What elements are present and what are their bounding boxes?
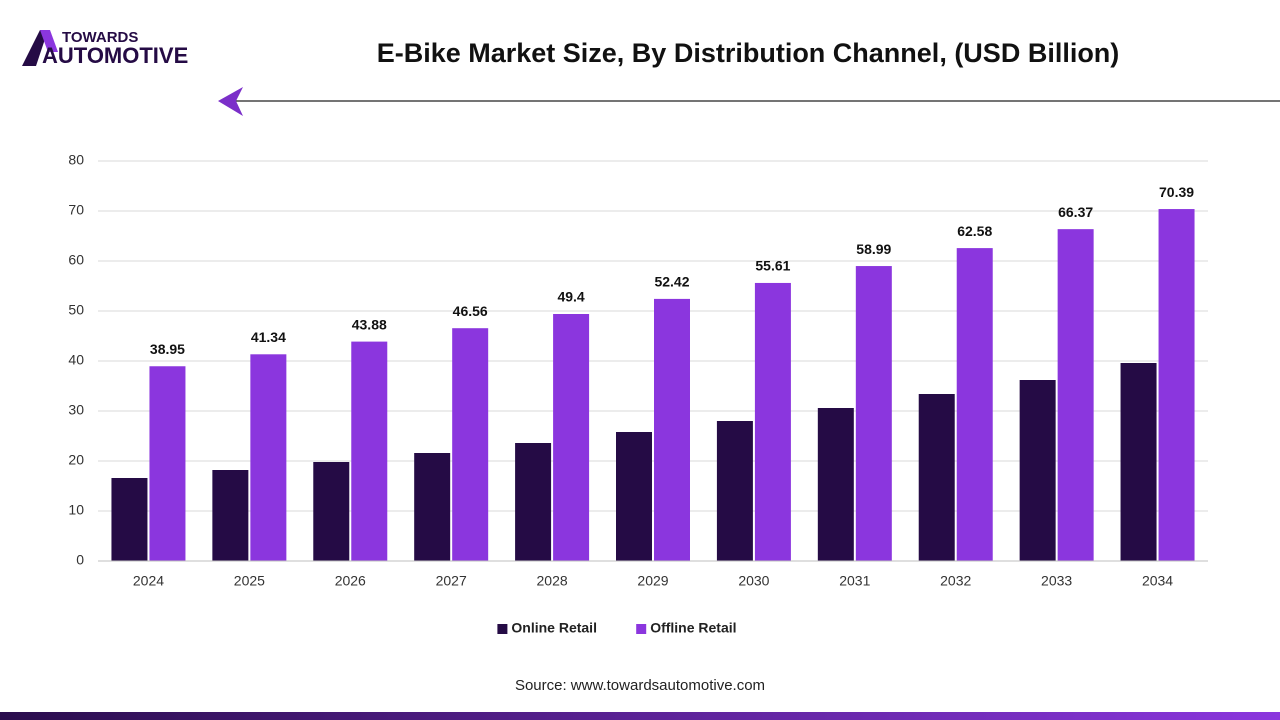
x-tick-label: 2033	[1041, 573, 1072, 589]
bar	[654, 298, 690, 561]
x-tick-label: 2032	[940, 573, 971, 589]
y-tick-label: 40	[68, 352, 84, 368]
logo-text: TOWARDS	[62, 29, 138, 46]
legend-label: Online Retail	[511, 620, 597, 636]
bar	[553, 314, 590, 561]
chart-title: E-Bike Market Size, By Distribution Chan…	[377, 38, 1120, 68]
x-tick-label: 2025	[234, 573, 265, 589]
x-tick-label: 2027	[436, 573, 467, 589]
bar	[313, 462, 350, 561]
x-tick-label: 2029	[637, 573, 668, 589]
bar	[1158, 209, 1195, 562]
y-tick-label: 20	[68, 452, 84, 468]
value-label: 49.4	[557, 289, 584, 305]
bar	[956, 248, 993, 561]
y-tick-label: 70	[68, 202, 84, 218]
value-label: 62.58	[957, 223, 992, 239]
logo-text: AUTOMOTIVE	[42, 43, 188, 68]
value-label: 46.56	[453, 303, 488, 319]
bar	[250, 354, 287, 561]
value-label: 52.42	[654, 274, 689, 290]
value-label: 41.34	[251, 329, 286, 345]
y-tick-label: 80	[68, 152, 84, 168]
bar	[1057, 229, 1094, 561]
value-label: 66.37	[1058, 204, 1093, 220]
y-tick-label: 60	[68, 252, 84, 268]
bar	[515, 443, 552, 561]
y-tick-label: 30	[68, 402, 84, 418]
footer-strip	[0, 712, 1280, 720]
y-tick-label: 10	[68, 502, 84, 518]
x-tick-label: 2024	[133, 573, 164, 589]
bar	[754, 282, 791, 561]
legend-swatch	[497, 624, 508, 634]
source: Source: www.towardsautomotive.com	[515, 677, 765, 694]
value-label: 70.39	[1159, 184, 1194, 200]
bar	[351, 341, 388, 561]
x-tick-label: 2028	[537, 573, 568, 589]
logo: TOWARDS AUTOMOTIVE	[22, 29, 188, 68]
value-label: 55.61	[755, 258, 790, 274]
bar	[716, 421, 753, 561]
legend-label: Offline Retail	[650, 620, 736, 636]
value-label: 43.88	[352, 316, 387, 332]
header-arrow	[218, 87, 243, 116]
value-label: 38.95	[150, 341, 185, 357]
y-tick-label: 0	[76, 552, 84, 568]
bar	[149, 366, 186, 561]
bar	[111, 478, 148, 561]
bar	[855, 266, 892, 561]
y-tick-label: 50	[68, 302, 84, 318]
legend-swatch	[636, 624, 647, 634]
bar	[918, 394, 955, 561]
x-tick-label: 2026	[335, 573, 366, 589]
logo-mark	[22, 30, 48, 66]
bar	[1019, 380, 1056, 561]
bar	[212, 470, 249, 561]
bar	[414, 453, 451, 561]
bar	[452, 328, 489, 561]
x-tick-label: 2030	[738, 573, 769, 589]
logo-mark-accent	[40, 30, 58, 52]
bar	[1120, 363, 1157, 561]
bar	[616, 432, 652, 561]
value-label: 58.99	[856, 241, 891, 257]
bar	[817, 408, 854, 561]
x-tick-label: 2034	[1142, 573, 1173, 589]
x-tick-label: 2031	[839, 573, 870, 589]
